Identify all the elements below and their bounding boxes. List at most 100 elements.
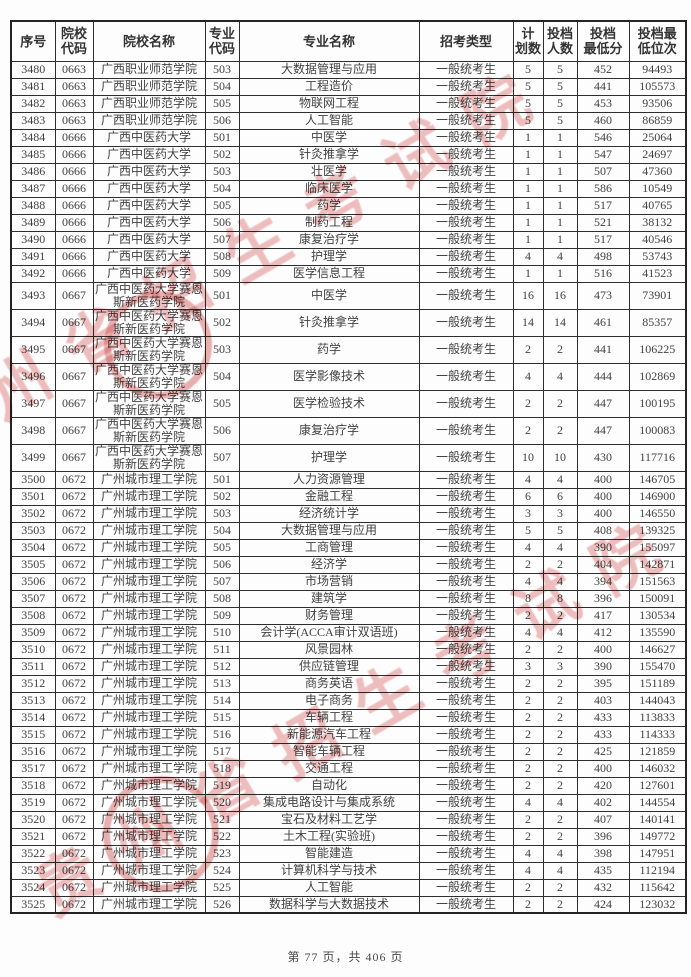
table-row: 3507 0672 广州城市理工学院 508 建筑学 一般统考生 8 8 396 150091 [10,589,687,608]
cell-college-code: 0666 [54,264,94,283]
cell-major-code: 502 [204,308,240,337]
cell-college-name: 广西中医药大学 [92,264,206,283]
cell-min-score: 546 [576,128,630,147]
cell-college-code: 0672 [54,470,94,489]
cell-filed-count: 4 [542,793,578,812]
cell-college-name: 广西中医药大学 [92,247,206,266]
cell-major-code: 501 [204,470,240,489]
cell-college-name: 广州城市理工学院 [92,572,206,591]
cell-plan-count: 2 [512,335,544,364]
cell-major-code: 515 [204,708,240,727]
table-row: 3518 0672 广州城市理工学院 519 自动化 一般统考生 2 2 420 127601 [10,776,687,795]
cell-college-name: 广州城市理工学院 [92,776,206,795]
cell-college-name: 广西中医药大学赛恩斯新医药学院 [92,443,206,472]
cell-major-name: 康复治疗学 [238,416,420,445]
cell-plan-count: 2 [512,810,544,829]
cell-plan-count: 4 [512,470,544,489]
cell-seq: 3505 [10,555,56,574]
cell-major-code: 504 [204,77,240,96]
table-row: 3501 0672 广州城市理工学院 502 金融工程 一般统考生 6 6 400 146900 [10,487,687,506]
cell-major-code: 503 [204,504,240,523]
cell-college-name: 广州城市理工学院 [92,793,206,812]
cell-filed-count: 1 [542,128,578,147]
cell-min-score: 430 [576,443,630,472]
table-row: 3519 0672 广州城市理工学院 520 集成电路设计与集成系统 一般统考生 4 4 402… [10,793,687,812]
cell-plan-count: 1 [512,230,544,249]
cell-college-code: 0672 [54,521,94,540]
cell-seq: 3520 [10,810,56,829]
cell-seq: 3504 [10,538,56,557]
cell-min-rank: 150091 [628,589,687,608]
cell-plan-count: 2 [512,606,544,625]
cell-exam-type: 一般统考生 [418,504,514,523]
column-header-college-code: 院校 代码 [54,20,94,62]
cell-min-rank: 140141 [628,810,687,829]
cell-plan-count: 4 [512,623,544,642]
cell-min-rank: 146550 [628,504,687,523]
cell-seq: 3484 [10,128,56,147]
cell-plan-count: 2 [512,895,544,914]
cell-major-code: 516 [204,725,240,744]
cell-filed-count: 14 [542,308,578,337]
table-row: 3502 0672 广州城市理工学院 503 经济统计学 一般统考生 3 3 400 146550 [10,504,687,523]
cell-plan-count: 2 [512,759,544,778]
cell-college-code: 0666 [54,162,94,181]
cell-filed-count: 1 [542,230,578,249]
cell-exam-type: 一般统考生 [418,308,514,337]
table-row: 3485 0666 广西中医药大学 502 针灸推拿学 一般统考生 1 1 547 24697 [10,145,687,164]
cell-plan-count: 5 [512,111,544,130]
cell-min-rank: 105573 [628,77,687,96]
cell-college-code: 0672 [54,657,94,676]
cell-major-name: 人工智能 [238,878,420,897]
cell-college-name: 广西中医药大学 [92,128,206,147]
cell-plan-count: 2 [512,725,544,744]
cell-filed-count: 10 [542,443,578,472]
cell-exam-type: 一般统考生 [418,606,514,625]
cell-plan-count: 4 [512,538,544,557]
cell-min-rank: 85357 [628,308,687,337]
cell-college-code: 0666 [54,128,94,147]
cell-filed-count: 4 [542,572,578,591]
table-row: 3498 0667 广西中医药大学赛恩斯新医药学院 506 康复治疗学 一般统考生 2 2 44… [10,416,687,445]
cell-seq: 3512 [10,674,56,693]
column-header-seq: 序号 [10,20,56,62]
cell-plan-count: 1 [512,179,544,198]
cell-college-name: 广州城市理工学院 [92,691,206,710]
cell-min-rank: 155097 [628,538,687,557]
cell-min-score: 547 [576,145,630,164]
cell-exam-type: 一般统考生 [418,443,514,472]
cell-major-code: 505 [204,196,240,215]
cell-college-name: 广州城市理工学院 [92,810,206,829]
cell-plan-count: 1 [512,162,544,181]
column-header-college-name: 院校名称 [92,20,206,62]
cell-seq: 3509 [10,623,56,642]
cell-plan-count: 2 [512,555,544,574]
cell-filed-count: 4 [542,362,578,391]
cell-major-code: 507 [204,443,240,472]
cell-min-score: 517 [576,196,630,215]
cell-exam-type: 一般统考生 [418,742,514,761]
cell-college-name: 广州城市理工学院 [92,504,206,523]
cell-college-code: 0667 [54,308,94,337]
cell-min-rank: 53743 [628,247,687,266]
cell-exam-type: 一般统考生 [418,416,514,445]
cell-seq: 3499 [10,443,56,472]
cell-college-code: 0672 [54,572,94,591]
cell-min-rank: 112194 [628,861,687,880]
cell-min-score: 400 [576,487,630,506]
cell-college-name: 广西中医药大学赛恩斯新医药学院 [92,389,206,418]
cell-exam-type: 一般统考生 [418,60,514,79]
cell-seq: 3515 [10,725,56,744]
table-row: 3492 0666 广西中医药大学 509 医学信息工程 一般统考生 1 1 516 41523 [10,264,687,283]
cell-college-code: 0666 [54,247,94,266]
cell-major-code: 508 [204,589,240,608]
cell-filed-count: 2 [542,691,578,710]
cell-exam-type: 一般统考生 [418,281,514,310]
cell-min-score: 400 [576,640,630,659]
cell-min-score: 460 [576,111,630,130]
cell-exam-type: 一般统考生 [418,725,514,744]
cell-exam-type: 一般统考生 [418,264,514,283]
cell-exam-type: 一般统考生 [418,640,514,659]
cell-college-name: 广西职业师范学院 [92,77,206,96]
column-header-major-code: 专业 代码 [204,20,240,62]
